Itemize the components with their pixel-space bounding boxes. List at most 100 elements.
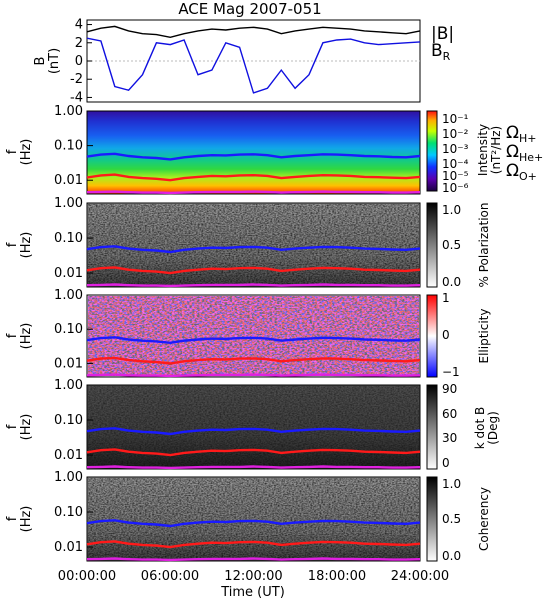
freq-ytick-label: 0.01 <box>54 540 83 555</box>
intensity-spectrogram <box>86 110 421 195</box>
kdotb-colorbar-ticks: 90 60 30 0 <box>442 382 457 470</box>
x-axis-label: Time (UT) <box>220 585 285 600</box>
bfield-yunit: (nT) <box>47 48 62 74</box>
coherency-cb-tick-0: 1.0 <box>442 477 461 491</box>
bfield-ytick-label: 4 <box>75 18 83 33</box>
freq-ytick-label: 1.00 <box>54 470 83 485</box>
bfield-ytick-label: 2 <box>75 36 83 51</box>
legend-btotal: |B| <box>431 24 454 44</box>
ellipticity-cb-tick-1: 0 <box>442 328 450 342</box>
ellipticity-colorbar-ticks: 1 0 −1 <box>442 291 460 379</box>
kdotb-yticks: 1.00 0.10 0.01 <box>54 378 93 463</box>
intensity-overlays <box>86 152 421 195</box>
chart-title: ACE Mag 2007-051 <box>178 0 321 18</box>
intensity-cb-tick-4: 10⁻⁵ <box>442 169 469 183</box>
kdotb-cb-tick-3: 0 <box>442 456 450 470</box>
polarization-cb-tick-0: 1.0 <box>442 203 461 217</box>
legend-br: BR <box>431 41 451 63</box>
intensity-yunit: (Hz) <box>19 139 34 166</box>
freq-ytick-label: 0.01 <box>54 173 83 188</box>
ellipticity-cb-tick-0: 1 <box>442 291 450 305</box>
polarization-panel: 1.00 0.10 0.01 f (Hz) 1.0 0.5 0.0 % Polari… <box>5 196 491 289</box>
kdotb-colorbar-label: k dot B <box>473 407 487 449</box>
intensity-colorbar-label: Intensity <box>476 124 490 176</box>
polarization-ylabel: f <box>5 242 20 247</box>
intensity-cb-tick-0: 10⁻¹ <box>442 112 469 126</box>
legend-he-sub: He+ <box>519 151 543 164</box>
intensity-yticks: 1.00 0.10 0.01 <box>54 104 93 188</box>
ellipticity-yticks: 1.00 0.10 0.01 <box>54 288 93 371</box>
polarization-colorbar-label: % Polarization <box>477 203 491 288</box>
kdotb-yunit: (Hz) <box>19 414 34 441</box>
ellipticity-yunit: (Hz) <box>19 323 34 350</box>
coherency-cb-tick-1: 0.5 <box>442 512 461 526</box>
freq-ytick-label: 1.00 <box>54 288 83 303</box>
freq-ytick-label: 0.10 <box>54 322 83 337</box>
species-legend: ΩH+ ΩHe+ ΩO+ <box>506 123 543 183</box>
ellipticity-colorbar <box>426 294 438 378</box>
kdotb-overlays <box>86 427 421 470</box>
kdotb-panel: 1.00 0.10 0.01 f (Hz) 90 60 30 0 k dot B (… <box>5 378 500 470</box>
kdotb-cb-tick-2: 30 <box>442 431 457 445</box>
omega-icon: Ω <box>506 142 519 162</box>
freq-ytick-label: 0.01 <box>54 266 83 281</box>
polarization-colorbar <box>426 202 438 288</box>
gyrofrequency-line-Oplus <box>86 190 421 195</box>
polarization-yunit: (Hz) <box>19 232 34 259</box>
freq-ytick-label: 1.00 <box>54 378 83 393</box>
omega-icon: Ω <box>506 123 519 143</box>
intensity-cb-tick-1: 10⁻² <box>442 127 469 141</box>
freq-ytick-label: 0.01 <box>54 356 83 371</box>
intensity-cb-tick-3: 10⁻⁴ <box>442 157 469 171</box>
freq-ytick-label: 0.01 <box>54 448 83 463</box>
freq-ytick-label: 0.10 <box>54 505 83 520</box>
ellipticity-overlays <box>86 336 421 378</box>
gyrofrequency-line-Heplus <box>86 266 421 275</box>
kdotb-cb-tick-0: 90 <box>442 382 457 396</box>
gyrofrequency-line-Oplus <box>86 557 421 562</box>
btotal-line <box>86 25 421 39</box>
xtick-label-1: 06:00:00 <box>141 569 199 584</box>
legend-br-sub: R <box>443 50 451 63</box>
xtick-label-4: 24:00:00 <box>391 569 449 584</box>
legend-br-main: B <box>431 41 443 61</box>
coherency-panel: 1.00 0.10 0.01 f (Hz) 1.0 0.5 0.0 Coherenc… <box>5 470 491 563</box>
intensity-ylabel: f <box>5 149 20 154</box>
kdotb-texture <box>88 386 419 468</box>
coherency-colorbar <box>426 476 438 562</box>
intensity-cb-tick-2: 10⁻³ <box>442 142 469 156</box>
freq-ytick-label: 1.00 <box>54 104 83 119</box>
freq-ytick-label: 0.10 <box>54 139 83 154</box>
legend-omega-he: ΩHe+ <box>506 142 543 164</box>
intensity-cb-tick-5: 10⁻⁶ <box>442 181 469 195</box>
xtick-label-3: 18:00:00 <box>308 569 366 584</box>
legend-o-sub: O+ <box>519 170 537 183</box>
bfield-ytick-label: -2 <box>70 72 83 87</box>
coherency-yticks: 1.00 0.10 0.01 <box>54 470 93 555</box>
bfield-ticks: 4 2 0 -2 -4 <box>70 18 92 105</box>
gyrofrequency-line-Hplus <box>86 336 421 345</box>
intensity-colorbar-ticks: 10⁻¹ 10⁻² 10⁻³ 10⁻⁴ 10⁻⁵ 10⁻⁶ <box>442 112 469 195</box>
coherency-ylabel: f <box>5 516 20 521</box>
polarization-overlays <box>86 245 421 288</box>
xtick-label-2: 12:00:00 <box>224 569 282 584</box>
bfield-ylabel: B <box>33 57 48 66</box>
gyrofrequency-line-Hplus <box>86 245 421 254</box>
br-line <box>86 37 421 94</box>
legend-omega-o: ΩO+ <box>506 161 537 183</box>
gyrofrequency-line-Heplus <box>86 173 421 182</box>
ellipticity-texture <box>88 296 419 376</box>
freq-ytick-label: 1.00 <box>54 196 83 211</box>
intensity-panel: 1.00 0.10 0.01 f (Hz) 10⁻¹ 10⁻² 10⁻³ 10⁻⁴ … <box>5 104 543 195</box>
kdotb-colorbar <box>426 384 438 470</box>
xtick-label-0: 00:00:00 <box>58 569 116 584</box>
freq-ytick-label: 0.10 <box>54 231 83 246</box>
coherency-yunit: (Hz) <box>19 506 34 533</box>
polarization-cb-tick-1: 0.5 <box>442 238 461 252</box>
ellipticity-colorbar-label: Ellipticity <box>477 309 491 364</box>
bfield-ytick-label: -4 <box>70 90 83 105</box>
coherency-colorbar-ticks: 1.0 0.5 0.0 <box>442 477 461 563</box>
gyrofrequency-line-Heplus <box>86 356 421 365</box>
polarization-colorbar-ticks: 1.0 0.5 0.0 <box>442 203 461 289</box>
